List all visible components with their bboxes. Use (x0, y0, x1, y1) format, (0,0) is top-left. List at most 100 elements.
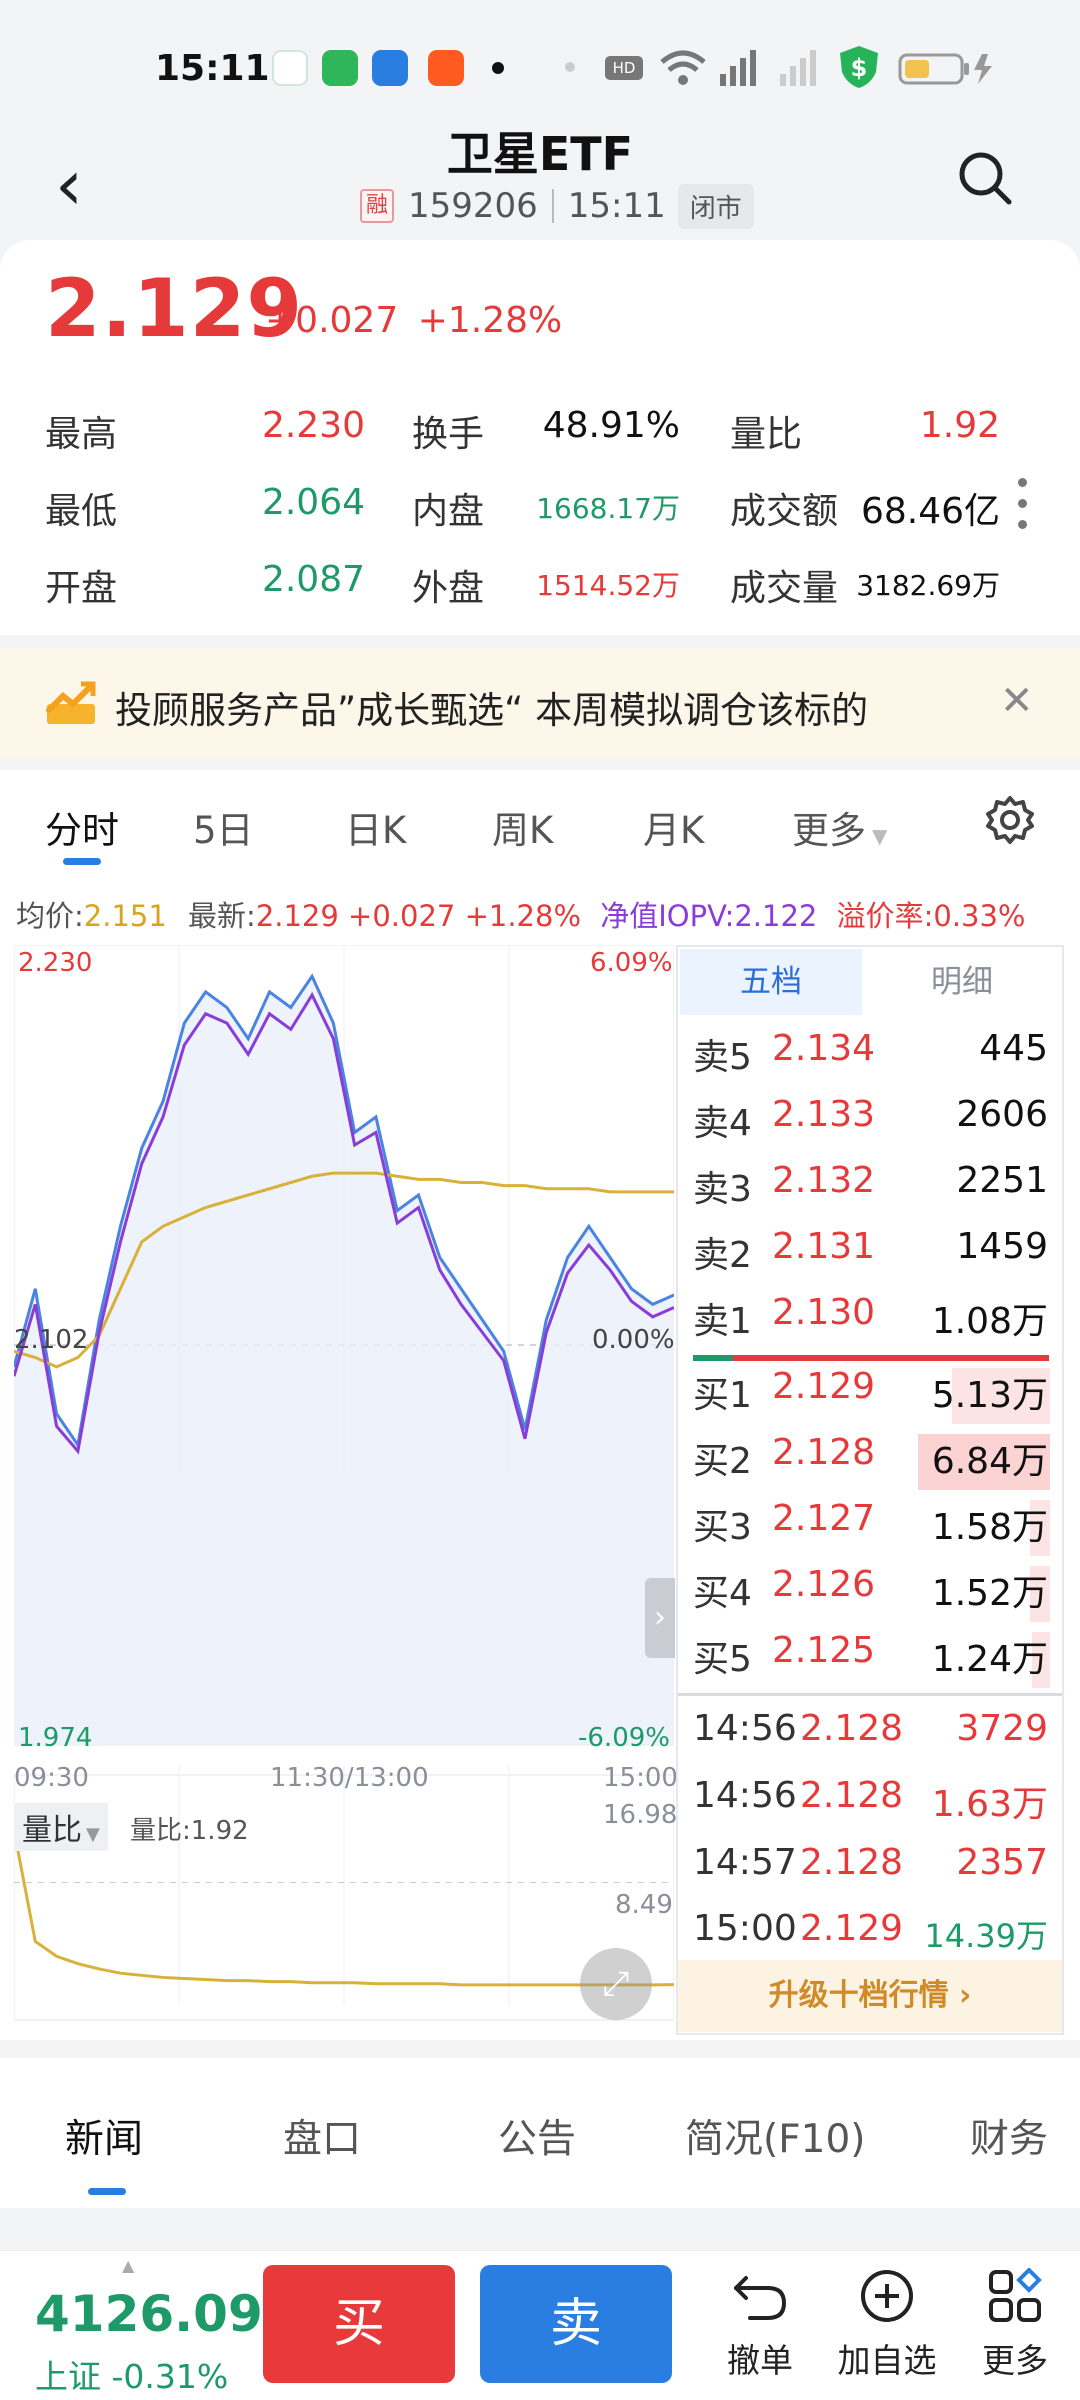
tab-order-panel[interactable]: 盘口 (283, 2117, 362, 2162)
more-quote-icon[interactable] (1018, 478, 1030, 541)
plus-circle-icon (861, 2270, 913, 2322)
tab-intraday[interactable]: 分时 (45, 809, 119, 852)
trade-tick-row: 14:56 2.128 1.63万 (690, 1775, 1050, 1835)
chart-y-bottom: 1.974 (18, 1723, 93, 1753)
bid-level: 买3 (693, 1507, 752, 1548)
chart-y-top: 2.230 (18, 948, 93, 978)
more-button[interactable]: 更多 (960, 2267, 1070, 2382)
expand-panel-handle[interactable]: › (645, 1578, 675, 1658)
mail-app-icon (428, 50, 464, 86)
sell-button[interactable]: 卖 (480, 2265, 672, 2383)
bid-row: 买4 2.126 1.52万 (690, 1564, 1050, 1624)
open-label: 开盘 (45, 568, 118, 609)
ask-level: 卖5 (693, 1037, 752, 1078)
tab-5day[interactable]: 5日 (193, 809, 254, 852)
volume-ratio-label: 量比 (730, 414, 803, 455)
outer-volume-label: 外盘 (412, 568, 485, 609)
ask-level: 卖1 (693, 1301, 752, 1342)
chart-pct-top: 6.09% (590, 948, 673, 978)
last-price: 2.129 (45, 262, 304, 355)
tick-price: 2.128 (800, 1842, 904, 1883)
buy-ratio-bar (733, 1355, 1049, 1361)
chart-x-mid: 11:30/13:00 (270, 1763, 429, 1793)
latest-value: 2.129 +0.027 +1.28% (255, 899, 582, 933)
security-subtitle: 融 159206 15:11 闭市 (360, 183, 754, 229)
bid-price: 2.129 (772, 1366, 876, 1407)
add-watchlist-button[interactable]: 加自选 (832, 2268, 942, 2382)
tab-news[interactable]: 新闻 (65, 2117, 144, 2162)
grid-more-icon (989, 2267, 1042, 2322)
promo-banner-text: 投顾服务产品”成长甄选“ 本周模拟调仓该标的 (115, 689, 869, 732)
high-value: 2.230 (261, 405, 365, 446)
bid-volume-bar (952, 1368, 1050, 1424)
cancel-order-button[interactable]: 撤单 (705, 2268, 815, 2382)
trade-tick-row: 14:56 2.128 3729 (690, 1708, 1050, 1768)
ask-price: 2.132 (772, 1160, 876, 1201)
tick-volume: 14.39万 (924, 1917, 1048, 1955)
ask-price: 2.133 (772, 1094, 876, 1135)
change-percent: +1.28% (417, 300, 563, 341)
bid-row: 买5 2.125 1.24万 (690, 1630, 1050, 1690)
tab-financials[interactable]: 财务 (970, 2117, 1049, 2162)
intraday-chart[interactable] (14, 945, 674, 2035)
amount-value: 68.46亿 (860, 491, 1000, 532)
tick-time: 14:56 (693, 1775, 797, 1816)
ask-volume: 2606 (956, 1094, 1048, 1135)
bid-volume: 1.52万 (931, 1573, 1048, 1614)
tab-daily-k[interactable]: 日K (345, 809, 407, 852)
low-value: 2.064 (261, 482, 365, 523)
close-banner-icon[interactable]: ✕ (1000, 678, 1034, 724)
latest-label: 最新: (188, 899, 256, 933)
bid-price: 2.128 (772, 1432, 876, 1473)
volume-label: 成交量 (730, 568, 839, 609)
hd-icon: HD (605, 56, 643, 80)
ask-row: 卖5 2.134 445 (690, 1028, 1050, 1088)
back-button[interactable]: ‹ (55, 144, 83, 226)
tick-price: 2.128 (800, 1775, 904, 1816)
fullscreen-icon[interactable]: ⤢ (580, 1948, 652, 2020)
volume-value: 3182.69万 (856, 569, 1000, 602)
promo-banner[interactable] (0, 648, 1080, 758)
index-value[interactable]: 4126.09 (35, 2285, 263, 2343)
market-status-badge: 闭市 (677, 183, 754, 229)
security-shield-icon: $ (840, 46, 878, 88)
tab-monthly-k[interactable]: 月K (643, 809, 705, 852)
indicator-line (0, 880, 1080, 940)
tab-profile-f10[interactable]: 简况(F10) (685, 2117, 866, 2162)
high-label: 最高 (45, 414, 118, 455)
tab-announcements[interactable]: 公告 (498, 2117, 577, 2162)
tick-volume: 3729 (956, 1708, 1048, 1749)
tab-detail[interactable]: 明细 (931, 964, 993, 1000)
bid-level: 买2 (693, 1441, 752, 1482)
tab-weekly-k[interactable]: 周K (492, 809, 554, 852)
order-book (676, 945, 1064, 2035)
volume-indicator-select[interactable]: 量比 ▼ (14, 1803, 108, 1851)
tab-active-indicator (88, 2188, 126, 2195)
bid-volume: 1.58万 (931, 1507, 1048, 1548)
index-name[interactable]: 上证 -0.31% (35, 2357, 229, 2396)
wifi-icon (660, 50, 706, 85)
iopv-value: 净值IOPV:2.122 (600, 899, 818, 933)
upgrade-level10-button[interactable]: 升级十档行情 › (678, 1960, 1062, 2032)
bid-price: 2.127 (772, 1498, 876, 1539)
price-change: +0.027 +1.28% (265, 300, 562, 341)
turnover-value: 48.91% (542, 405, 680, 446)
bid-volume-bar (1030, 1500, 1050, 1556)
bid-volume-bar (1032, 1632, 1050, 1688)
tab-more[interactable]: 更多 ▼ (792, 800, 887, 854)
sell-ratio-bar (693, 1355, 733, 1361)
app-notification-icon (272, 50, 308, 86)
chart-x-end: 15:00 (603, 1763, 678, 1793)
chart-pct-bottom: -6.09% (578, 1723, 670, 1753)
tab-five-level[interactable]: 五档 (680, 949, 862, 1015)
vol-axis-mid: 8.49 (615, 1890, 673, 1920)
buy-button[interactable]: 买 (263, 2265, 455, 2383)
signal-4g-icon (720, 50, 756, 86)
settings-gear-icon[interactable] (985, 795, 1035, 845)
search-icon[interactable] (955, 148, 1015, 208)
chart-x-start: 09:30 (14, 1763, 89, 1793)
chart-y-mid: 2.102 (14, 1325, 89, 1355)
volume-ratio-value: 1.92 (919, 405, 1000, 446)
divider (551, 189, 554, 223)
open-value: 2.087 (261, 559, 365, 600)
